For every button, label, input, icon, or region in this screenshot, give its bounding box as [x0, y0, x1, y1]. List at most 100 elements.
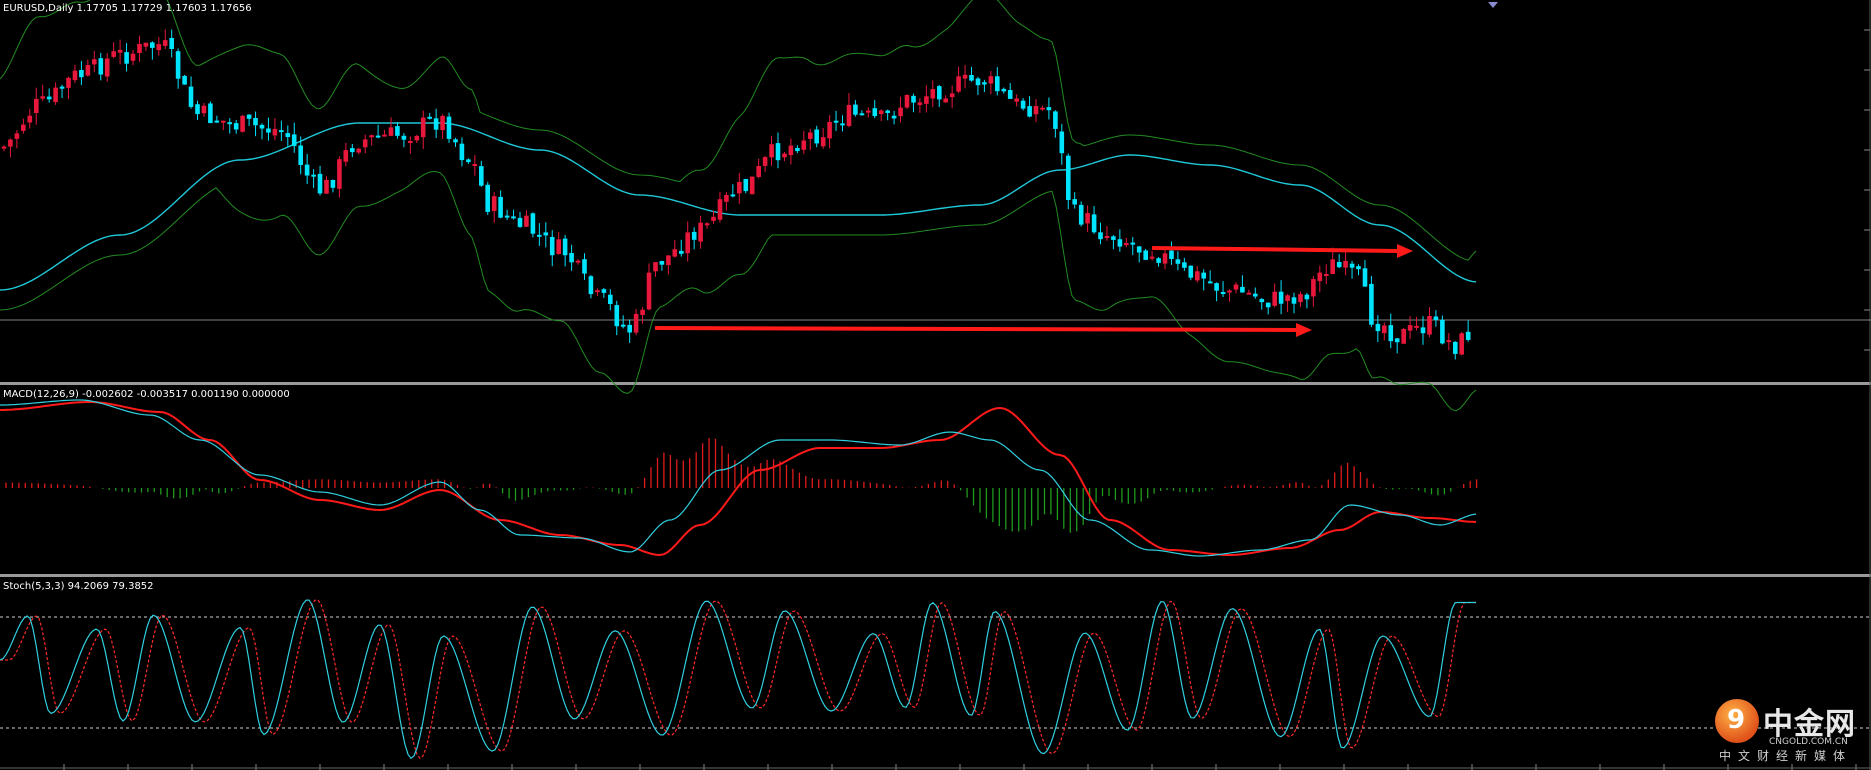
candle-body: [595, 290, 600, 293]
candle-body: [846, 105, 852, 126]
candle-body: [704, 223, 710, 226]
candle-body: [627, 324, 632, 333]
candle-body: [1317, 272, 1323, 282]
candle-body: [1227, 290, 1232, 293]
candle-body: [453, 139, 458, 143]
candle-body: [188, 86, 194, 107]
main-chart-title: EURUSD,Daily 1.17705 1.17729 1.17603 1.1…: [3, 3, 252, 14]
candle-body: [279, 130, 284, 133]
candle-body: [1085, 213, 1090, 224]
candle-body: [433, 118, 439, 130]
candle-body: [498, 196, 503, 218]
candle-body: [859, 113, 865, 116]
candle-body: [1465, 331, 1471, 340]
candle-body: [117, 49, 123, 53]
candle-body: [369, 135, 374, 138]
candle-body: [1149, 256, 1155, 259]
candle-body: [388, 127, 394, 136]
candle-body: [272, 128, 278, 136]
candle-body: [711, 216, 716, 221]
candle-body: [1104, 236, 1110, 238]
logo-mark: 9: [1727, 705, 1746, 735]
candle-body: [795, 148, 800, 152]
candle-body: [1136, 246, 1142, 253]
candle-body: [530, 213, 536, 234]
candle-body: [885, 110, 890, 113]
candle-body: [1330, 259, 1335, 274]
candle-body: [911, 95, 916, 103]
candle-body: [66, 77, 71, 88]
stoch-main-line: [0, 599, 1476, 760]
candle-body: [182, 75, 187, 85]
resistance-arrow-shaft: [1151, 246, 1402, 253]
candle-body: [214, 120, 220, 123]
candle-body: [1175, 259, 1181, 264]
candle-body: [808, 132, 813, 139]
candle-body: [904, 95, 910, 108]
candle-body: [698, 222, 703, 242]
candle-body: [53, 87, 58, 103]
candle-body: [137, 43, 142, 53]
candle-body: [898, 107, 903, 117]
candle-body: [208, 103, 213, 124]
candle-body: [1162, 253, 1168, 264]
candle-body: [1427, 316, 1432, 335]
candle-body: [27, 115, 33, 123]
candle-body: [1072, 199, 1077, 205]
candle-body: [956, 76, 961, 92]
candle-body: [1214, 283, 1219, 291]
candle-body: [1433, 316, 1439, 320]
candle-body: [459, 143, 465, 161]
candle-body: [330, 180, 336, 188]
candle-body: [782, 153, 787, 158]
candle-body: [85, 65, 91, 76]
candle-body: [878, 110, 884, 115]
candle-body: [988, 76, 994, 84]
candle-body: [633, 313, 639, 333]
candle-body: [304, 164, 310, 176]
lower-band-line: [0, 171, 1477, 412]
candle-body: [820, 137, 826, 147]
candle-body: [8, 139, 13, 147]
candle-body: [1420, 327, 1426, 334]
candle-body: [1207, 281, 1213, 284]
candle-body: [440, 115, 445, 131]
candle-body: [46, 96, 52, 100]
candle-body: [169, 38, 174, 49]
candle-body: [788, 145, 794, 156]
candle-body: [666, 255, 671, 266]
candle-body: [575, 260, 581, 263]
candle-body: [1059, 131, 1065, 154]
candle-body: [562, 238, 568, 256]
candle-body: [162, 40, 168, 46]
candle-body: [730, 194, 736, 197]
panel-separator-top: [0, 382, 1871, 385]
candle-body: [466, 159, 471, 163]
candle-body: [1033, 106, 1039, 115]
candle-body: [543, 232, 549, 236]
candle-body: [14, 133, 20, 139]
candle-body: [1459, 333, 1464, 355]
candle-body: [685, 232, 690, 254]
candle-body: [1117, 239, 1123, 247]
candle-body: [1169, 250, 1174, 259]
logo-slogan: 中文财经新媒体: [1719, 749, 1853, 763]
candle-body: [156, 44, 162, 51]
candle-body: [401, 135, 407, 140]
candle-body: [1453, 341, 1458, 354]
candle-body: [408, 141, 413, 143]
candle-body: [253, 118, 258, 126]
macd-signal-line: [0, 401, 1477, 557]
candle-body: [1182, 262, 1187, 268]
candle-body: [1143, 250, 1148, 260]
candle-body: [1027, 106, 1032, 117]
logo-domain: CNGOLD.COM.CN: [1769, 737, 1848, 747]
candle-body: [1091, 214, 1097, 233]
candle-body: [350, 148, 355, 153]
candle-body: [556, 239, 561, 254]
candle-body: [653, 262, 658, 272]
candle-body: [995, 76, 1000, 92]
candle-body: [833, 120, 839, 123]
candle-body: [472, 164, 478, 166]
